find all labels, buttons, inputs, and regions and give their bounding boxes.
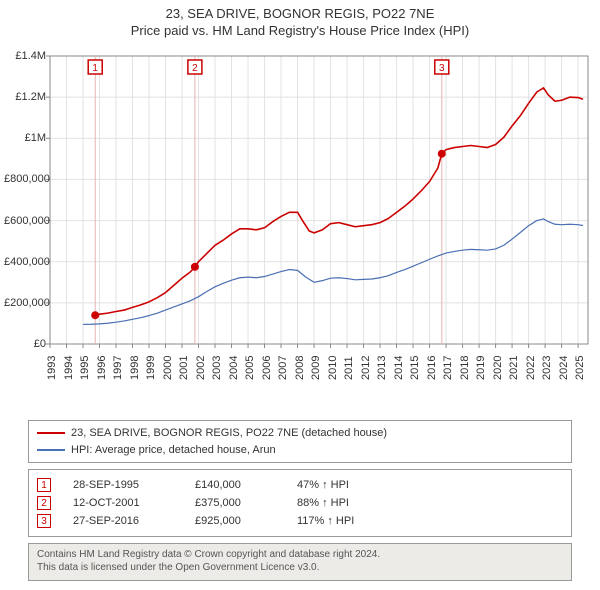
y-tick-label: £200,000 [4,297,46,309]
svg-text:2: 2 [192,63,198,74]
y-tick-label: £0 [4,338,46,350]
x-tick-label: 2020 [492,356,504,380]
x-tick-label: 2023 [541,356,553,380]
x-tick-label: 1996 [96,356,108,380]
x-tick-label: 1997 [112,356,124,380]
x-tick-label: 2001 [178,356,190,380]
sale-price: £375,000 [195,497,275,509]
x-tick-label: 2000 [162,356,174,380]
x-tick-label: 2012 [360,356,372,380]
x-tick-label: 1999 [145,356,157,380]
x-tick-label: 1994 [63,356,75,380]
legend-label: HPI: Average price, detached house, Arun [71,442,276,459]
sale-hpi-delta: 88% ↑ HPI [297,497,349,509]
sales-box: 1 28-SEP-1995 £140,000 47% ↑ HPI 2 12-OCT-200… [28,469,572,537]
sale-row: 3 27-SEP-2016 £925,000 117% ↑ HPI [37,512,563,530]
legend-swatch [37,449,65,451]
legend-swatch [37,432,65,434]
x-tick-label: 2019 [475,356,487,380]
x-tick-label: 2004 [228,356,240,380]
sale-price: £925,000 [195,515,275,527]
y-tick-label: £800,000 [4,173,46,185]
legend-box: 23, SEA DRIVE, BOGNOR REGIS, PO22 7NE (d… [28,420,572,463]
x-tick-label: 2013 [376,356,388,380]
sale-marker-badge: 2 [37,496,51,510]
chart-frame: 23, SEA DRIVE, BOGNOR REGIS, PO22 7NE Pr… [0,0,600,590]
x-tick-label: 1998 [129,356,141,380]
y-tick-label: £1.4M [4,50,46,62]
sale-date: 12-OCT-2001 [73,497,173,509]
x-tick-label: 2007 [277,356,289,380]
x-tick-label: 1993 [46,356,58,380]
x-tick-label: 2006 [261,356,273,380]
sale-price: £140,000 [195,479,275,491]
footer-box: Contains HM Land Registry data © Crown c… [28,543,572,581]
x-tick-label: 2010 [327,356,339,380]
svg-text:3: 3 [439,63,445,74]
x-tick-label: 2017 [442,356,454,380]
footer-line-1: Contains HM Land Registry data © Crown c… [37,548,563,561]
chart-title: 23, SEA DRIVE, BOGNOR REGIS, PO22 7NE [0,0,600,21]
x-tick-label: 2018 [459,356,471,380]
x-tick-label: 2016 [426,356,438,380]
svg-text:1: 1 [92,63,98,74]
sale-hpi-delta: 47% ↑ HPI [297,479,349,491]
sale-row: 2 12-OCT-2001 £375,000 88% ↑ HPI [37,494,563,512]
legend-item: HPI: Average price, detached house, Arun [37,442,563,459]
x-tick-label: 2003 [211,356,223,380]
x-tick-label: 1995 [79,356,91,380]
x-tick-label: 2022 [525,356,537,380]
sale-marker-badge: 1 [37,478,51,492]
legend-item: 23, SEA DRIVE, BOGNOR REGIS, PO22 7NE (d… [37,425,563,442]
x-tick-label: 2005 [244,356,256,380]
sale-marker-badge: 3 [37,514,51,528]
x-tick-label: 2024 [558,356,570,380]
footer-line-2: This data is licensed under the Open Gov… [37,561,563,574]
y-tick-label: £400,000 [4,256,46,268]
sale-date: 27-SEP-2016 [73,515,173,527]
chart-area: 1 2 3 £0 £200,000 £400,000 £600,000 £800,000 £1… [0,42,600,412]
x-tick-label: 2025 [574,356,586,380]
x-tick-label: 2015 [409,356,421,380]
x-tick-label: 2011 [343,356,355,380]
x-tick-label: 2014 [393,356,405,380]
x-tick-label: 2009 [310,356,322,380]
sale-row: 1 28-SEP-1995 £140,000 47% ↑ HPI [37,476,563,494]
y-tick-label: £1M [4,132,46,144]
y-tick-label: £1.2M [4,91,46,103]
sale-date: 28-SEP-1995 [73,479,173,491]
legend-label: 23, SEA DRIVE, BOGNOR REGIS, PO22 7NE (d… [71,425,387,442]
x-tick-label: 2008 [294,356,306,380]
chart-subtitle: Price paid vs. HM Land Registry's House … [0,21,600,42]
x-tick-label: 2002 [195,356,207,380]
x-tick-label: 2021 [508,356,520,380]
sale-hpi-delta: 117% ↑ HPI [297,515,354,527]
y-tick-label: £600,000 [4,215,46,227]
